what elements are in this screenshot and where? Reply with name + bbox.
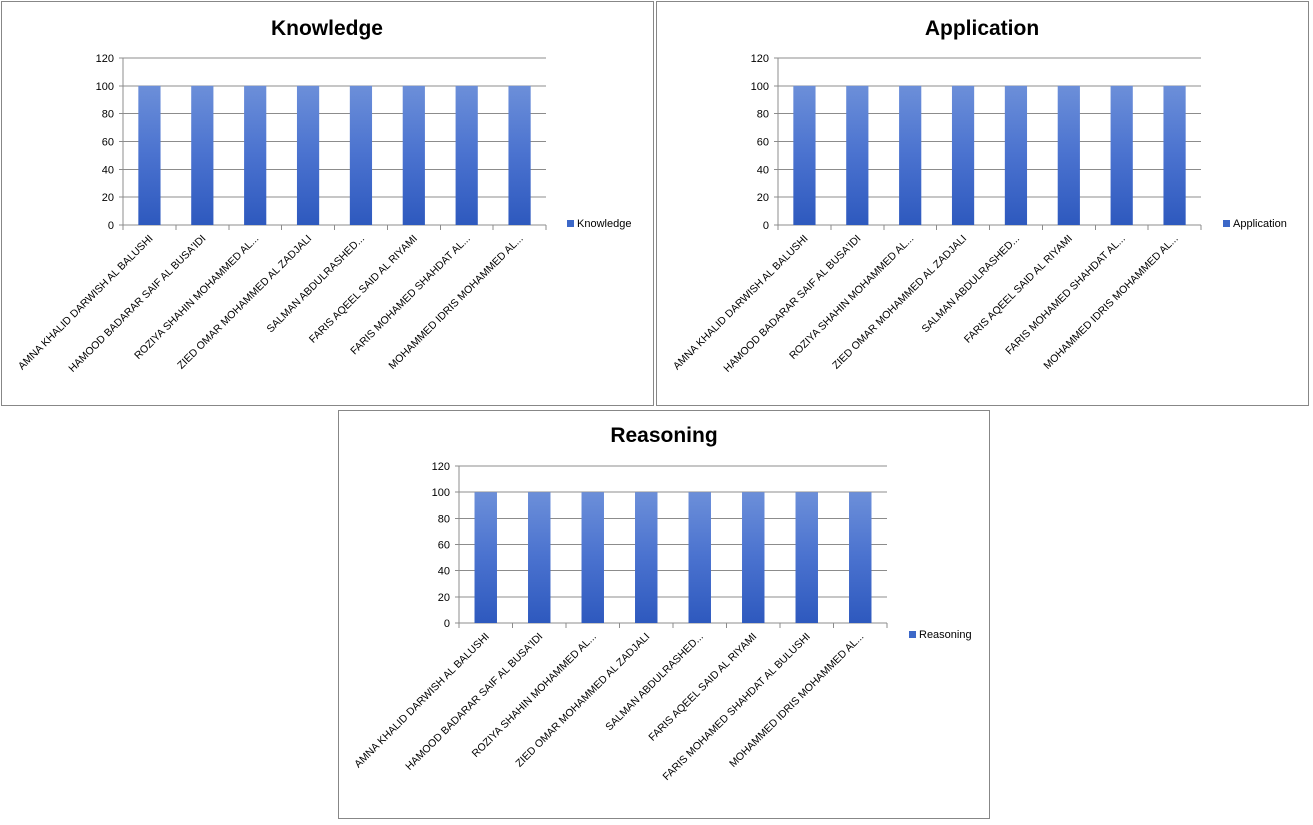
application-y-tick-label: 80 bbox=[757, 109, 769, 121]
application-bar bbox=[951, 85, 975, 225]
reasoning-bar bbox=[795, 492, 818, 623]
reasoning-bar bbox=[474, 492, 497, 623]
reasoning-legend-label: Reasoning bbox=[919, 629, 972, 641]
application-bar bbox=[793, 85, 816, 225]
reasoning-y-tick-label: 0 bbox=[444, 618, 450, 630]
knowledge-y-tick-label: 120 bbox=[96, 53, 114, 65]
reasoning-bar bbox=[742, 492, 765, 623]
knowledge-chart-title: Knowledge bbox=[271, 17, 383, 40]
knowledge-bar bbox=[455, 85, 478, 225]
knowledge-bar bbox=[191, 85, 214, 225]
reasoning-bar bbox=[849, 492, 872, 623]
application-legend-swatch bbox=[1223, 220, 1230, 227]
reasoning-y-tick-label: 80 bbox=[438, 513, 450, 525]
application-bar bbox=[1110, 85, 1133, 225]
knowledge-y-tick-label: 40 bbox=[102, 164, 114, 176]
application-y-tick-label: 20 bbox=[757, 192, 769, 204]
knowledge-bar bbox=[349, 85, 373, 225]
application-bar bbox=[1163, 85, 1186, 225]
reasoning-y-tick-label: 120 bbox=[432, 461, 450, 473]
application-y-tick-label: 0 bbox=[763, 220, 769, 232]
chart-panel-knowledge: Knowledge 0 20 40 60 80 100 120 AMNA KHALID DARW… bbox=[1, 1, 654, 406]
application-y-tick-label: 60 bbox=[757, 137, 769, 149]
reasoning-legend-swatch bbox=[909, 631, 916, 638]
application-y-tick-label: 120 bbox=[751, 53, 769, 65]
knowledge-y-tick-label: 20 bbox=[102, 192, 114, 204]
knowledge-y-tick-label: 100 bbox=[96, 81, 114, 93]
chart-panel-application: Application 0 20 40 60 80 100 120 AMNA KHALID DA… bbox=[656, 1, 1309, 406]
knowledge-bar bbox=[508, 85, 531, 225]
application-category-label: FARIS AQEEL SAID AL RIYAMI bbox=[962, 233, 1075, 346]
application-bar bbox=[1057, 85, 1080, 225]
application-bar bbox=[846, 85, 869, 225]
application-legend-label: Application bbox=[1233, 218, 1287, 230]
application-category-label: SALMAN ABDULRASHED... bbox=[919, 233, 1022, 336]
application-chart-title: Application bbox=[925, 17, 1039, 40]
reasoning-bar bbox=[688, 492, 711, 623]
knowledge-bar bbox=[296, 85, 320, 225]
knowledge-bar bbox=[244, 85, 267, 225]
reasoning-y-tick-label: 100 bbox=[432, 487, 450, 499]
reasoning-y-tick-label: 40 bbox=[438, 566, 450, 578]
reasoning-y-tick-label: 20 bbox=[438, 592, 450, 604]
knowledge-y-tick-label: 0 bbox=[108, 220, 114, 232]
chart-panel-reasoning: Reasoning 0 20 40 60 80 100 120 AMNA KHALID DARW… bbox=[338, 410, 990, 819]
reasoning-legend: Reasoning bbox=[909, 629, 972, 641]
application-legend: Application bbox=[1223, 218, 1287, 230]
knowledge-bar bbox=[402, 85, 425, 225]
reasoning-bar bbox=[528, 492, 551, 623]
reasoning-category-label: SALMAN ABDULRASHED... bbox=[603, 631, 706, 734]
knowledge-bar bbox=[138, 85, 161, 225]
reasoning-y-tick-label: 60 bbox=[438, 540, 450, 552]
application-y-tick-label: 40 bbox=[757, 164, 769, 176]
knowledge-legend-label: Knowledge bbox=[577, 218, 631, 230]
knowledge-category-label: SALMAN ABDULRASHED... bbox=[264, 233, 367, 336]
knowledge-y-tick-label: 80 bbox=[102, 109, 114, 121]
reasoning-chart-title: Reasoning bbox=[610, 424, 717, 447]
knowledge-legend-swatch bbox=[567, 220, 574, 227]
knowledge-category-label: FARIS AQEEL SAID AL RIYAMI bbox=[307, 233, 420, 346]
reasoning-category-label: FARIS AQEEL SAID AL RIYAMI bbox=[646, 631, 759, 744]
application-y-tick-label: 100 bbox=[751, 81, 769, 93]
application-bar bbox=[899, 85, 922, 225]
knowledge-legend: Knowledge bbox=[567, 218, 631, 230]
reasoning-bar bbox=[635, 492, 658, 623]
application-bar bbox=[1004, 85, 1028, 225]
knowledge-y-tick-label: 60 bbox=[102, 137, 114, 149]
reasoning-bar bbox=[581, 492, 604, 623]
